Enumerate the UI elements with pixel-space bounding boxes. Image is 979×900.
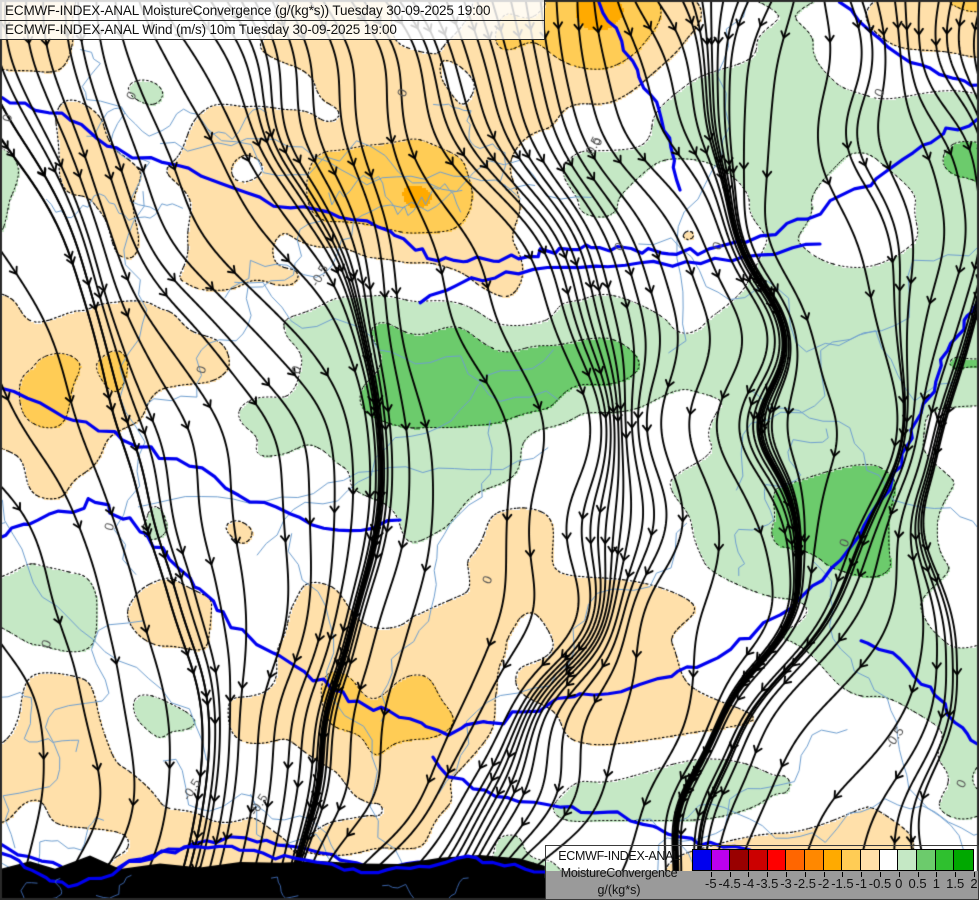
colorbar-swatch-12[interactable] [917, 850, 936, 870]
colorbar-swatch-0[interactable] [693, 850, 712, 870]
colorbar-label-11: 0.5 [908, 876, 927, 891]
colorbar-tick-8 [861, 872, 863, 877]
colorbar-label-9: -0.5 [868, 876, 892, 891]
colorbar-tick-7 [842, 872, 844, 877]
colorbar-label-10: 0 [895, 876, 903, 891]
colorbar-tick-0 [710, 872, 712, 877]
colorbar-swatch-2[interactable] [730, 850, 750, 870]
colorbar-tick-6 [823, 872, 825, 877]
colorbar-tick-labels: -5 -4.5 -4 -3.5 -3 -2.5 -2 -1.5 -1 -0.5 0 0.5 1 1.5 2 [692, 876, 978, 898]
colorbar-label-1: -4.5 [718, 876, 741, 891]
colorbar-tick-14 [974, 872, 975, 877]
header-line-moisture-convergence: ECMWF-INDEX-ANAL MoistureConvergence (g/… [5, 3, 491, 18]
colorbar-label-3: -3.5 [755, 876, 779, 891]
legend-units: g/(kg*s) [597, 883, 641, 897]
colorbar-swatch-7[interactable] [823, 850, 843, 870]
colorbar-swatch-3[interactable] [749, 850, 768, 870]
colorbar-label-6: -2 [817, 876, 830, 891]
colorbar-label-12: 1 [932, 876, 941, 891]
legend-title-block: ECMWF-INDEX-ANAL MoistureConvergence g/(… [546, 846, 692, 899]
colorbar-label-7: -1.5 [831, 876, 854, 891]
legend-field-name: MoistureConvergence [560, 866, 678, 880]
legend-gray-panel-left [546, 871, 692, 899]
colorbar-swatch-14[interactable] [954, 850, 974, 870]
colorbar-swatch-5[interactable] [786, 850, 806, 870]
legend-model-name: ECMWF-INDEX-ANAL [558, 849, 680, 863]
colorbar-label-2: -4 [742, 876, 755, 891]
colorbar-swatch-13[interactable] [935, 850, 955, 870]
colorbar-swatch-9[interactable] [861, 850, 880, 870]
colorbar-tick-4 [786, 872, 787, 877]
colorbar-tick-5 [804, 872, 806, 877]
colorbar-label-8: -1 [855, 876, 867, 891]
colorbar-tick-1 [729, 872, 731, 877]
colorbar-tick-3 [767, 872, 769, 877]
colorbar-tick-12 [936, 872, 938, 877]
colorbar-tick-9 [880, 872, 881, 877]
colorbar-swatches[interactable] [692, 849, 974, 871]
colorbar-swatch-1[interactable] [711, 850, 731, 870]
colorbar-tick-13 [955, 872, 957, 877]
colorbar-tick-2 [748, 872, 750, 877]
colorbar-swatch-6[interactable] [805, 850, 824, 870]
map-title-overlay: ECMWF-INDEX-ANAL MoistureConvergence (g/… [0, 0, 545, 40]
colorbar-label-14: 2 [970, 876, 978, 891]
colorbar-ticks [692, 872, 975, 884]
colorbar-swatch-4[interactable] [767, 850, 787, 870]
header-divider [0, 20, 545, 21]
header-line-wind: ECMWF-INDEX-ANAL Wind (m/s) 10m Tuesday … [5, 22, 397, 37]
colorbar-swatch-11[interactable] [898, 850, 918, 870]
colorbar-tick-10 [898, 872, 900, 877]
colorbar-swatch-10[interactable] [879, 850, 899, 870]
colorbar-label-4: -3 [780, 876, 792, 891]
colorbar-label-0: -5 [705, 876, 717, 891]
colorbar-label-5: -2.5 [793, 876, 816, 891]
colorbar-label-13: 1.5 [946, 876, 965, 891]
colorbar-legend[interactable]: ECMWF-INDEX-ANAL MoistureConvergence g/(… [545, 845, 979, 900]
colorbar-swatch-8[interactable] [842, 850, 862, 870]
colorbar-tick-11 [917, 872, 919, 877]
